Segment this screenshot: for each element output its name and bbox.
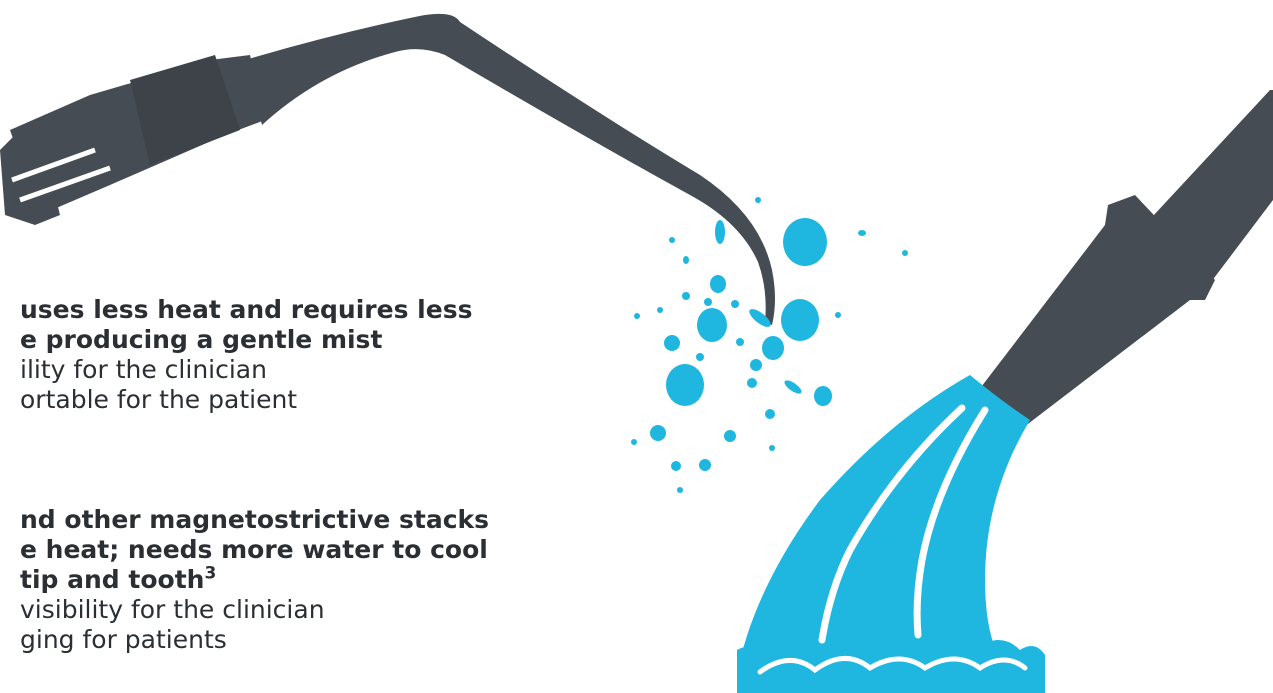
block2-bullet1: visibility for the clinician bbox=[20, 595, 325, 624]
water-mist-icon bbox=[631, 197, 908, 493]
block2-bullet2: ging for patients bbox=[20, 625, 227, 654]
block2-heading-line3: tip and tooth3 bbox=[20, 565, 489, 595]
block2-heading-line2: e heat; needs more water to cool bbox=[20, 535, 488, 564]
block1-bullet1: ility for the clinician bbox=[20, 355, 267, 384]
reference-superscript: 3 bbox=[204, 563, 217, 584]
block1-heading-line1: uses less heat and requires less bbox=[20, 295, 473, 324]
block1-heading-line2: e producing a gentle mist bbox=[20, 325, 383, 354]
block1-bullet2: ortable for the patient bbox=[20, 385, 298, 414]
block2-heading-line1: nd other magnetostrictive stacks bbox=[20, 505, 490, 534]
block2-heading-line3-text: tip and tooth bbox=[20, 565, 205, 594]
water-hose-icon bbox=[737, 90, 1273, 693]
text-block-piezo: uses less heat and requires less e produ… bbox=[20, 295, 472, 415]
ultrasonic-scaler-insert-icon bbox=[0, 13, 775, 325]
text-block-magnetostrictive: nd other magnetostrictive stacks e heat;… bbox=[20, 505, 489, 655]
